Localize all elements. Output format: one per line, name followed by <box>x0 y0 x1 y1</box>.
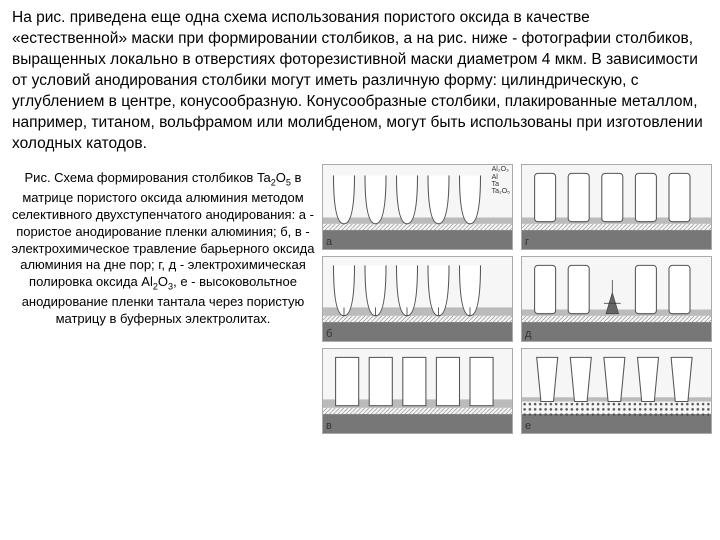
main-paragraph: На рис. приведена еще одна схема использ… <box>0 0 720 158</box>
panel-d: д <box>521 256 712 342</box>
panel-g: г <box>521 164 712 250</box>
panel-label-b: б <box>326 328 332 340</box>
panel-label-e: е <box>525 420 531 432</box>
panel-label-a: а <box>326 236 332 248</box>
panel-v: в <box>322 348 513 434</box>
layer-labels: Al₂O₃ Al Ta Ta₂O₅ <box>492 166 510 195</box>
panel-label-v: в <box>326 420 332 432</box>
figure-caption: Рис. Схема формирования столбиков Ta2O5 … <box>8 164 318 418</box>
panel-label-d: д <box>525 328 531 340</box>
panel-b: б <box>322 256 513 342</box>
schematic-grid: а Al₂O₃ Al Ta Ta₂O₅ <box>322 164 712 418</box>
panel-a: а Al₂O₃ Al Ta Ta₂O₅ <box>322 164 513 250</box>
figure-area: Рис. Схема формирования столбиков Ta2O5 … <box>0 158 720 418</box>
panel-label-g: г <box>525 236 529 248</box>
panel-e: е <box>521 348 712 434</box>
